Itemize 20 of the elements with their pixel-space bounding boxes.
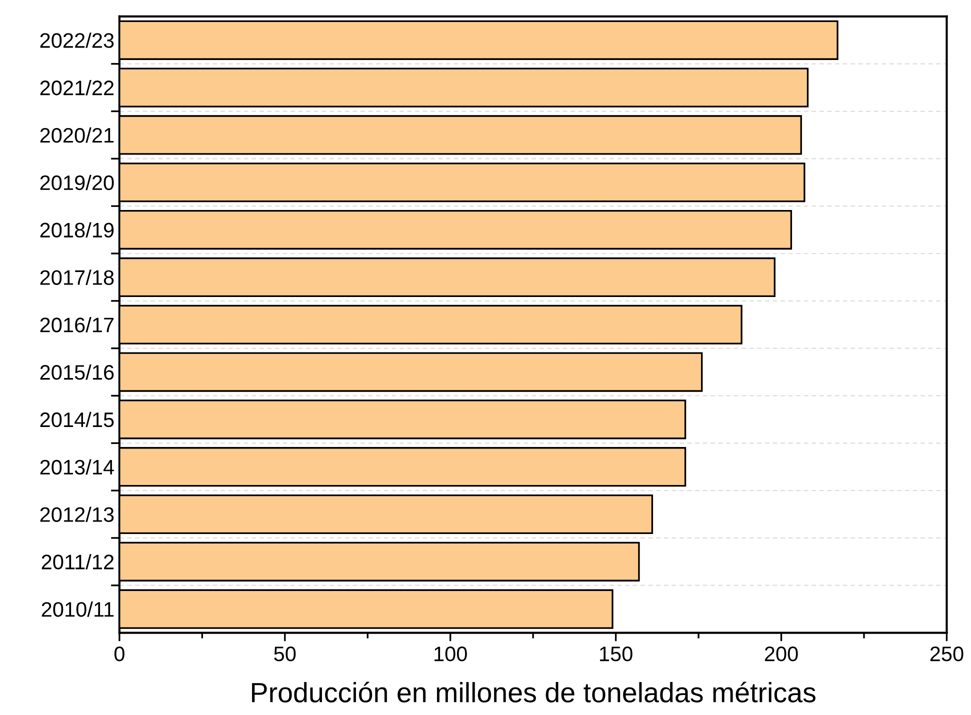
x-axis-title: Producción en millones de toneladas métricas [252, 682, 816, 702]
y-tick-label: 2022/23 [40, 32, 114, 48]
y-tick-label: 2019/20 [40, 174, 114, 190]
y-tick-label: 2017/18 [40, 270, 114, 285]
y-tick-label: 2015/16 [40, 364, 114, 380]
y-tick-label: 2011/12 [42, 554, 114, 570]
x-tick-label: 250 [930, 646, 964, 662]
y-tick-label: 2010/11 [42, 602, 114, 617]
y-tick-label: 2020/21 [40, 127, 114, 143]
x-tick-label: 100 [434, 646, 467, 662]
x-tick-label: 150 [600, 646, 632, 662]
x-tick-label: 0 [114, 646, 124, 662]
y-tick-label: 2014/15 [40, 412, 114, 428]
y-tick-label: 2012/13 [40, 506, 114, 522]
y-tick-label: 2021/22 [40, 80, 114, 96]
y-tick-label: 2013/14 [40, 459, 114, 475]
x-tick-label: 50 [274, 646, 296, 662]
y-tick-label: 2016/17 [40, 317, 114, 332]
y-tick-label: 2018/19 [40, 222, 114, 238]
x-tick-label: 200 [764, 646, 798, 662]
